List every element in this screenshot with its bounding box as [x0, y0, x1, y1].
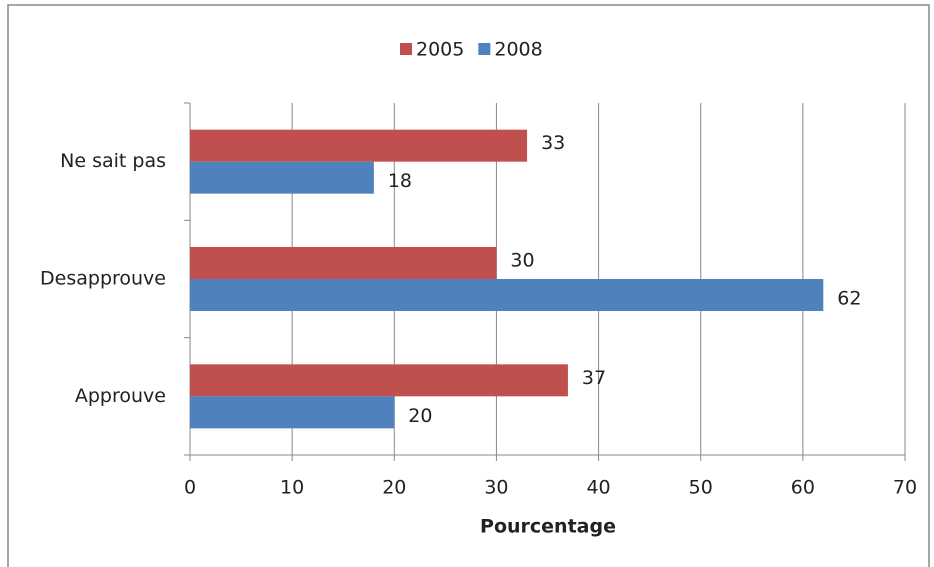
legend-label: 2008: [494, 39, 542, 61]
x-tick-label: 10: [280, 477, 304, 499]
data-label: 37: [582, 367, 606, 389]
bar: [190, 279, 824, 311]
data-label: 33: [541, 132, 565, 154]
bar: [190, 364, 568, 397]
data-label: 20: [408, 405, 432, 427]
x-tick-label: 20: [382, 477, 406, 499]
x-tick-label: 50: [689, 477, 713, 499]
legend-swatch: [400, 43, 412, 55]
x-tick-label: 30: [484, 477, 508, 499]
x-tick-label: 40: [586, 477, 610, 499]
x-tick-label: 60: [791, 477, 815, 499]
bar: [190, 247, 497, 279]
x-axis-label: Pourcentage: [480, 516, 616, 538]
data-label: 62: [837, 288, 861, 310]
bar: [190, 129, 528, 162]
bar: [190, 396, 395, 429]
legend-label: 2005: [416, 39, 464, 61]
x-tick-label: 70: [893, 477, 917, 499]
x-tick-label: 0: [184, 477, 196, 499]
data-label: 18: [388, 170, 412, 192]
y-tick-label: Approuve: [75, 385, 166, 407]
legend-swatch: [478, 43, 491, 55]
bar: [190, 161, 374, 194]
y-tick-label: Desapprouve: [40, 268, 166, 290]
y-tick-label: Ne sait pas: [60, 150, 166, 172]
data-label: 30: [510, 250, 534, 272]
